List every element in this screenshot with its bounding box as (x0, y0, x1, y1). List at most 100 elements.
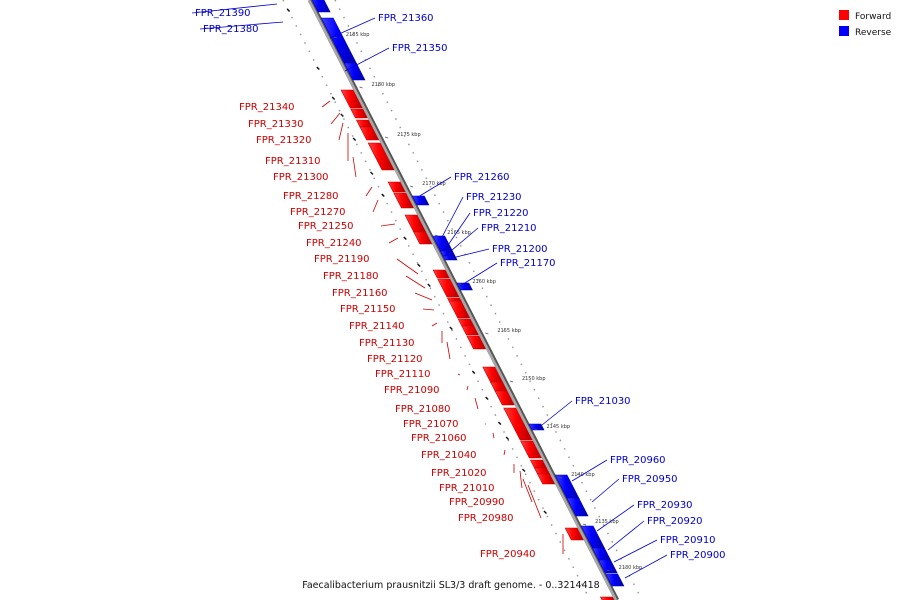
leader-line (388, 237, 399, 244)
legend: Forward Reverse (839, 10, 892, 38)
leader-line (321, 100, 331, 108)
reverse-gene-label: FPR_21360 (378, 13, 434, 24)
forward-gene-block (461, 325, 479, 336)
kbp-tick (410, 185, 414, 188)
position-dash (286, 8, 291, 12)
kbp-tick (333, 36, 338, 39)
kbp-tick (509, 380, 514, 383)
leader-line (431, 322, 438, 327)
forward-gene-label: FPR_21310 (265, 156, 321, 167)
leader-line (338, 122, 344, 141)
reverse-gene-block (566, 497, 589, 517)
gene-blocks (311, 0, 625, 600)
leader-line (522, 478, 533, 503)
kbp-label: 2185 kbp (346, 32, 370, 38)
leader-line (446, 341, 451, 360)
kbp-tick (534, 428, 538, 431)
leader-line (613, 539, 658, 563)
position-dash (543, 510, 547, 514)
leader-line (414, 292, 433, 301)
forward-gene-label: FPR_21300 (273, 172, 329, 183)
forward-gene-block (393, 192, 414, 209)
reverse-gene-label: FPR_21170 (500, 258, 556, 269)
leader-line (474, 397, 479, 410)
forward-gene-block (503, 407, 533, 441)
leader-line (624, 554, 668, 579)
leader-line (459, 262, 498, 287)
forward-gene-block (432, 269, 450, 279)
kbp-label: 2180 kbp (372, 82, 396, 88)
reverse-gene-label: FPR_20950 (622, 474, 678, 485)
reverse-gene-block (605, 573, 625, 587)
leader-line (466, 385, 469, 391)
position-dash (316, 66, 320, 70)
leader-line (447, 248, 490, 260)
leader-line (457, 373, 461, 376)
leader-line (503, 449, 506, 456)
position-dash (449, 326, 453, 330)
reverse-gene-label: FPR_20910 (660, 535, 716, 546)
kbp-label: 2165 kbp (447, 230, 471, 236)
leader-line (591, 478, 620, 503)
forward-gene-label: FPR_20940 (480, 549, 536, 560)
forward-gene-label: FPR_20990 (449, 497, 505, 508)
reverse-gene-label: FPR_21200 (492, 244, 548, 255)
reverse-guide-track (334, 0, 643, 600)
forward-gene-label: FPR_21180 (323, 271, 379, 282)
kbp-ticks: 2185 kbp 2180 kbp 2175 kbp 2170 kbp 2165 kbp… (286, 8, 643, 572)
leader-line (380, 223, 396, 227)
forward-gene-block (359, 126, 380, 141)
leader-line (365, 186, 373, 197)
reverse-gene-label: FPR_21350 (392, 43, 448, 54)
reverse-gene-label: FPR_21220 (473, 208, 529, 219)
reverse-gene-label: FPR_20920 (647, 516, 703, 527)
kbp-tick (606, 569, 610, 572)
kbp-tick (384, 136, 389, 139)
forward-gene-label: FPR_21120 (367, 354, 423, 365)
gene-labels: FPR_21340 FPR_21330 FPR_21320 FPR_21310 FPR_… (195, 8, 726, 561)
kbp-tick (582, 523, 587, 526)
label-leaders (191, 3, 668, 579)
position-dash (505, 436, 510, 440)
reverse-gene-label: FPR_21380 (203, 24, 259, 35)
reverse-gene-label: FPR_20900 (670, 550, 726, 561)
reverse-gene-block (343, 62, 366, 81)
leader-line (422, 308, 435, 311)
position-dash (352, 137, 357, 141)
genome-backbone (307, 0, 618, 600)
position-dash (497, 421, 502, 425)
reverse-gene-label: FPR_21260 (454, 172, 510, 183)
leader-line (396, 258, 419, 275)
kbp-tick (359, 86, 363, 89)
forward-gene-label: FPR_21130 (359, 338, 415, 349)
forward-gene-block (437, 278, 460, 298)
position-dash (471, 370, 476, 374)
reverse-gene-label: FPR_20960 (610, 455, 666, 466)
kbp-label: 2130 kbp (619, 565, 643, 571)
leader-line (330, 112, 341, 125)
forward-gene-label: FPR_21090 (384, 385, 440, 396)
legend-swatch-forward (839, 10, 849, 20)
forward-gene-block (448, 300, 471, 319)
forward-gene-label: FPR_21020 (431, 468, 487, 479)
reverse-gene-label: FPR_20930 (637, 500, 693, 511)
position-dash (340, 113, 344, 117)
leader-line (405, 275, 426, 289)
leader-line (443, 212, 471, 252)
position-dash (521, 468, 526, 472)
legend-label-reverse: Reverse (855, 28, 892, 38)
forward-gene-block (387, 181, 406, 193)
kbp-label: 2170 kbp (422, 181, 446, 187)
legend-swatch-reverse (839, 26, 849, 36)
position-dash (370, 171, 374, 175)
forward-gene-label: FPR_21280 (283, 191, 339, 202)
kbp-tick (485, 332, 489, 335)
reverse-gene-label: FPR_21390 (195, 8, 251, 19)
reverse-gene-label: FPR_21030 (575, 396, 631, 407)
forward-gene-label: FPR_20980 (458, 513, 514, 524)
reverse-gene-label: FPR_21210 (481, 223, 537, 234)
reverse-gene-block (598, 559, 618, 574)
leader-line (607, 520, 645, 551)
forward-gene-label: FPR_21240 (306, 238, 362, 249)
